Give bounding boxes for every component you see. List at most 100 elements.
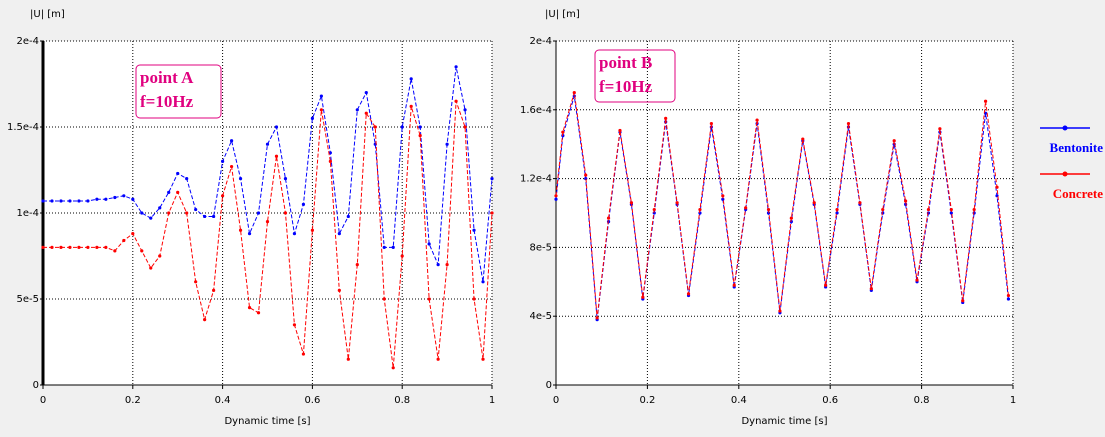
data-point bbox=[732, 283, 736, 287]
data-point bbox=[149, 266, 153, 270]
annotation: point A bbox=[140, 68, 194, 87]
data-point bbox=[68, 199, 72, 203]
data-point bbox=[391, 366, 395, 370]
data-point bbox=[301, 352, 306, 356]
data-point bbox=[274, 154, 279, 158]
data-point bbox=[229, 164, 234, 169]
data-point bbox=[409, 104, 413, 108]
data-point bbox=[229, 139, 234, 143]
data-point bbox=[382, 245, 386, 249]
data-point bbox=[86, 199, 90, 203]
data-point bbox=[158, 254, 162, 258]
data-point bbox=[641, 295, 645, 299]
x-axis-label: Dynamic time [s] bbox=[224, 416, 310, 427]
data-point bbox=[292, 323, 297, 327]
y-tick-label: 1.6e-4 bbox=[520, 105, 552, 116]
y-tick-label: 2e-4 bbox=[530, 36, 553, 47]
data-point bbox=[427, 242, 431, 246]
data-point bbox=[41, 245, 45, 249]
x-tick-label: 0.6 bbox=[822, 395, 838, 406]
data-point bbox=[221, 194, 225, 198]
data-point bbox=[409, 77, 413, 81]
data-point bbox=[463, 108, 467, 112]
data-point bbox=[835, 211, 839, 215]
data-point bbox=[454, 65, 458, 69]
x-tick-label: 0 bbox=[553, 395, 559, 406]
x-tick-label: 1 bbox=[1010, 395, 1016, 406]
data-point bbox=[301, 202, 306, 206]
data-point bbox=[481, 357, 485, 361]
data-point bbox=[319, 94, 323, 98]
data-point bbox=[113, 249, 117, 253]
annotation-box bbox=[135, 64, 222, 119]
data-point bbox=[454, 99, 458, 103]
data-point bbox=[292, 232, 297, 236]
data-point bbox=[801, 137, 805, 141]
x-tick-label: 0.8 bbox=[394, 395, 410, 406]
data-point bbox=[1006, 293, 1011, 298]
annotation: point B bbox=[599, 53, 652, 72]
legend-marker bbox=[1062, 125, 1068, 131]
data-point bbox=[858, 201, 862, 205]
data-point bbox=[247, 232, 252, 236]
data-point bbox=[95, 245, 99, 249]
data-point bbox=[436, 263, 440, 267]
y-tick-label: 1e-4 bbox=[17, 208, 40, 219]
data-point bbox=[436, 357, 440, 361]
data-point bbox=[382, 297, 386, 301]
x-tick-label: 0.4 bbox=[731, 395, 747, 406]
data-point bbox=[176, 171, 180, 176]
data-point bbox=[122, 238, 126, 243]
data-point bbox=[427, 297, 431, 301]
y-tick-label: 1.5e-4 bbox=[7, 122, 39, 133]
y-tick-label: 0 bbox=[33, 380, 39, 391]
annotation: f=10Hz bbox=[599, 77, 653, 96]
data-point bbox=[490, 211, 494, 215]
data-point bbox=[50, 245, 54, 249]
data-point bbox=[167, 211, 171, 215]
data-point bbox=[265, 142, 270, 146]
data-point bbox=[915, 278, 919, 282]
data-point bbox=[167, 190, 171, 194]
data-point bbox=[140, 211, 144, 215]
y-tick-label: 1.2e-4 bbox=[520, 174, 552, 185]
data-point bbox=[337, 232, 341, 236]
data-point bbox=[629, 201, 634, 205]
data-point bbox=[400, 125, 404, 129]
data-point bbox=[652, 207, 656, 212]
data-point bbox=[744, 206, 748, 210]
y-axis-label: |U| [m] bbox=[545, 9, 580, 20]
data-point bbox=[1006, 297, 1011, 301]
series-line bbox=[43, 101, 493, 368]
data-point bbox=[664, 116, 668, 120]
x-tick-label: 0.6 bbox=[304, 395, 320, 406]
data-point bbox=[572, 91, 576, 95]
data-point bbox=[256, 311, 261, 315]
data-point bbox=[346, 357, 350, 361]
data-point bbox=[606, 216, 611, 220]
data-point bbox=[86, 245, 90, 249]
data-point bbox=[283, 177, 288, 181]
data-point bbox=[50, 199, 54, 203]
data-point bbox=[904, 199, 908, 203]
data-point bbox=[463, 125, 467, 129]
data-point bbox=[328, 151, 332, 155]
x-tick-label: 0.8 bbox=[914, 395, 930, 406]
data-point bbox=[721, 194, 725, 198]
data-point bbox=[778, 309, 782, 313]
data-point bbox=[194, 207, 198, 212]
data-point bbox=[938, 127, 942, 131]
data-point bbox=[675, 201, 679, 205]
data-point bbox=[846, 121, 851, 126]
legend-label: Bentonite bbox=[1050, 140, 1104, 155]
x-tick-label: 0.2 bbox=[639, 395, 655, 406]
data-point bbox=[238, 177, 243, 181]
data-point bbox=[256, 211, 261, 215]
data-point bbox=[364, 91, 368, 95]
data-point bbox=[554, 197, 558, 201]
data-point bbox=[77, 245, 81, 249]
data-point bbox=[59, 245, 63, 249]
data-point bbox=[203, 318, 207, 322]
data-point bbox=[265, 220, 270, 224]
